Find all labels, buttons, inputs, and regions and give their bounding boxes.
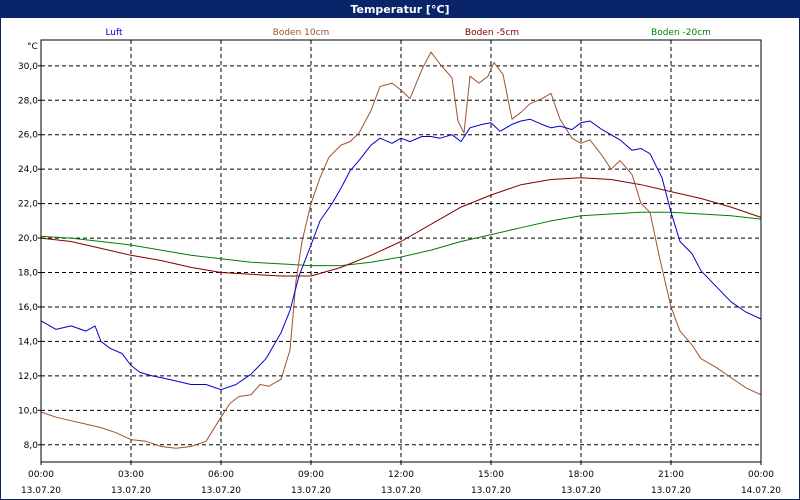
- series-line-1: [40, 118, 762, 391]
- series-lines: [40, 51, 762, 449]
- y-axis-label: °C: [27, 42, 38, 52]
- x-tick-date: 13.07.20: [471, 486, 511, 496]
- x-tick-date: 13.07.20: [291, 486, 331, 496]
- x-tick-time: 15:00: [478, 470, 504, 480]
- x-tick-date: 13.07.20: [201, 486, 241, 496]
- y-tick-label: 8,0: [24, 441, 39, 451]
- x-tick-time: 03:00: [118, 470, 144, 480]
- y-tick-label: 30,0: [18, 62, 38, 72]
- y-tick-label: 20,0: [18, 234, 38, 244]
- y-tick-label: 18,0: [18, 269, 38, 279]
- x-tick-date: 13.07.20: [21, 486, 61, 496]
- grid: [41, 40, 761, 462]
- x-tick-date: 13.07.20: [561, 486, 601, 496]
- series-line-4: [40, 211, 762, 267]
- x-tick-date: 13.07.20: [651, 486, 691, 496]
- series-line-3: [40, 177, 762, 277]
- x-tick-time: 00:00: [28, 470, 54, 480]
- y-tick-label: 28,0: [18, 96, 38, 106]
- x-tick-time: 00:00: [748, 470, 774, 480]
- x-tick-date: 13.07.20: [381, 486, 421, 496]
- y-tick-label: 22,0: [18, 200, 38, 210]
- x-tick-time: 21:00: [658, 470, 684, 480]
- x-tick-date: 14.07.20: [741, 486, 781, 496]
- series-line-2: [40, 51, 762, 449]
- window-title: Temperatur [°C]: [1, 1, 799, 18]
- legend-entry: Luft: [105, 28, 123, 38]
- y-tick-label: 26,0: [18, 131, 38, 141]
- legend-entry: Boden 10cm: [273, 28, 330, 38]
- x-tick-time: 12:00: [388, 470, 414, 480]
- y-tick-label: 10,0: [18, 406, 38, 416]
- y-tick-label: 14,0: [18, 337, 38, 347]
- x-tick-time: 06:00: [208, 470, 234, 480]
- x-tick-time: 18:00: [568, 470, 594, 480]
- legend: Luft Boden 10cm Boden -5cm Boden -20cm: [105, 28, 711, 38]
- x-axis-ticks: 00:00 13.07.20 03:00 13.07.20 06:00 13.07.20 0…: [21, 462, 781, 496]
- legend-entry: Boden -5cm: [465, 28, 519, 38]
- y-tick-label: 24,0: [18, 165, 38, 175]
- y-tick-label: 16,0: [18, 303, 38, 313]
- y-tick-label: 12,0: [18, 372, 38, 382]
- legend-entry: Boden -20cm: [651, 28, 711, 38]
- x-tick-date: 13.07.20: [111, 486, 151, 496]
- y-axis-ticks: 8,0 10,0 12,0 14,0 16,0 18,0 20,0 22,0 24,0 26,0 2…: [18, 62, 41, 451]
- x-tick-time: 09:00: [298, 470, 324, 480]
